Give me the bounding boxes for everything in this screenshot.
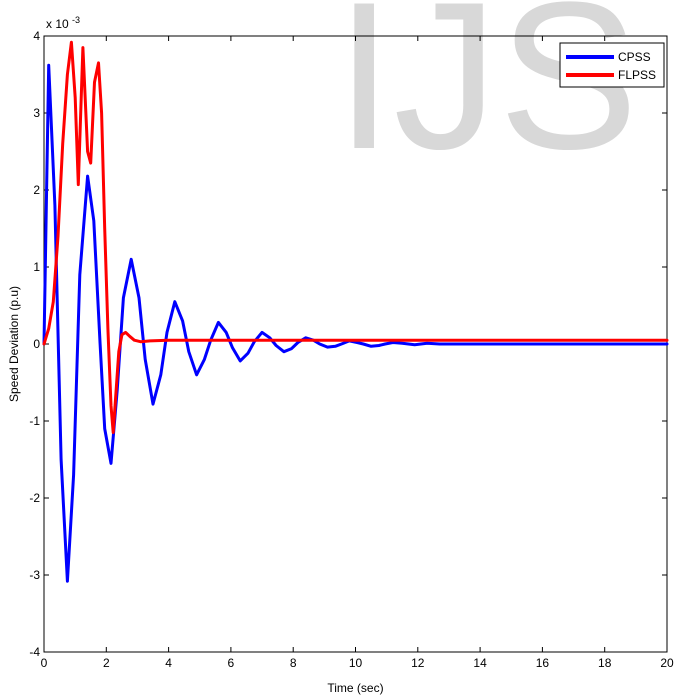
y-tick-label: -1 [29,414,40,428]
x-axis-label: Time (sec) [327,681,383,695]
x-tick-label: 14 [473,656,487,670]
series-line-cpss [42,63,669,583]
y-axis-exponent-base: x 10 [46,17,69,31]
x-tick-label: 12 [411,656,425,670]
legend-label-cpss: CPSS [618,50,651,64]
y-tick-label: -3 [29,568,40,582]
legend-label-flpss: FLPSS [618,68,656,82]
x-tick-label: 4 [165,656,172,670]
y-axis-label: Speed Deviation (p.u) [7,286,21,402]
y-tick-label: 2 [33,183,40,197]
x-tick-label: 6 [228,656,235,670]
x-tick-label: 10 [349,656,363,670]
x-tick-label: 2 [103,656,110,670]
y-tick-label: -2 [29,491,40,505]
x-tick-label: 18 [598,656,612,670]
series-layer [42,40,669,583]
y-tick-label: 4 [33,29,40,43]
legend: CPSS FLPSS [559,42,665,88]
x-tick-label: 8 [290,656,297,670]
y-axis-exponent: x 10 -3 [46,15,80,31]
y-tick-label: 3 [33,106,40,120]
x-tick-label: 20 [660,656,674,670]
legend-box [559,42,665,88]
y-tick-label: 1 [33,260,40,274]
y-tick-label: 0 [33,337,40,351]
x-tick-label: 0 [41,656,48,670]
watermark-text: IJS [335,0,638,193]
x-tick-label: 16 [536,656,550,670]
series-line-flpss [42,40,669,434]
y-axis-exponent-power: -3 [72,15,80,25]
y-tick-label: -4 [29,645,40,659]
